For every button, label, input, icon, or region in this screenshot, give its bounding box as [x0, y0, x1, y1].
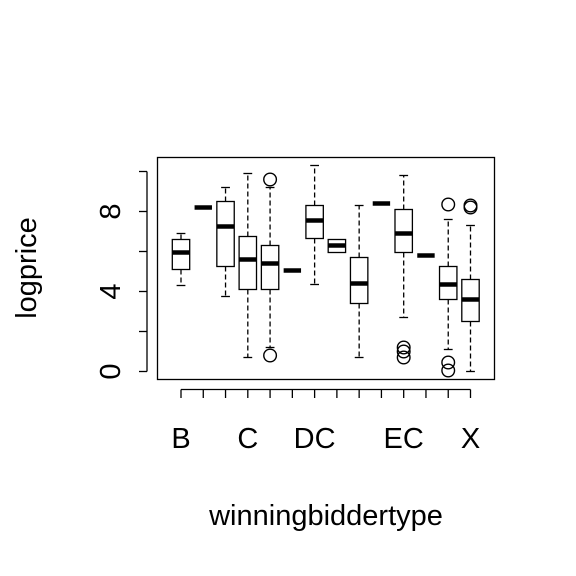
box-7	[305, 164, 324, 286]
y-tick-label: 8	[95, 203, 127, 219]
y-axis: 0 4 8	[95, 170, 148, 380]
box-rect	[216, 200, 235, 268]
outlier-point	[396, 340, 411, 355]
box-rect	[349, 256, 369, 305]
boxes-group	[171, 164, 480, 378]
box-rect	[238, 235, 258, 291]
box-13	[438, 197, 458, 378]
x-axis: B C DC EC X	[171, 388, 480, 455]
x-tick-label: EC	[384, 423, 424, 455]
x-tick-label: DC	[294, 423, 336, 455]
outlier-point	[263, 348, 278, 363]
outlier-point	[463, 198, 478, 213]
box-4	[238, 172, 258, 359]
y-axis-title: logprice	[11, 217, 43, 319]
outlier-point	[396, 350, 411, 365]
y-tick-label: 4	[95, 283, 127, 299]
x-axis-title: winningbiddertype	[208, 500, 443, 532]
outlier-point	[396, 344, 411, 359]
box-11	[394, 174, 414, 365]
plot-frame	[156, 156, 496, 381]
y-tick-label: 0	[95, 363, 127, 379]
outlier-point	[441, 197, 456, 212]
box-14	[461, 198, 480, 373]
box-5	[260, 172, 280, 363]
outlier-point	[441, 355, 456, 370]
x-tick-label: C	[237, 423, 258, 455]
x-tick-label: B	[171, 423, 190, 455]
box-rect	[260, 244, 280, 291]
outlier-point	[263, 172, 278, 187]
outlier-point	[441, 363, 456, 378]
box-1	[171, 232, 191, 287]
box-3	[216, 186, 235, 298]
box-rect	[394, 208, 414, 254]
box-8	[327, 238, 347, 254]
box-9	[349, 204, 369, 359]
x-tick-label: X	[461, 423, 480, 455]
